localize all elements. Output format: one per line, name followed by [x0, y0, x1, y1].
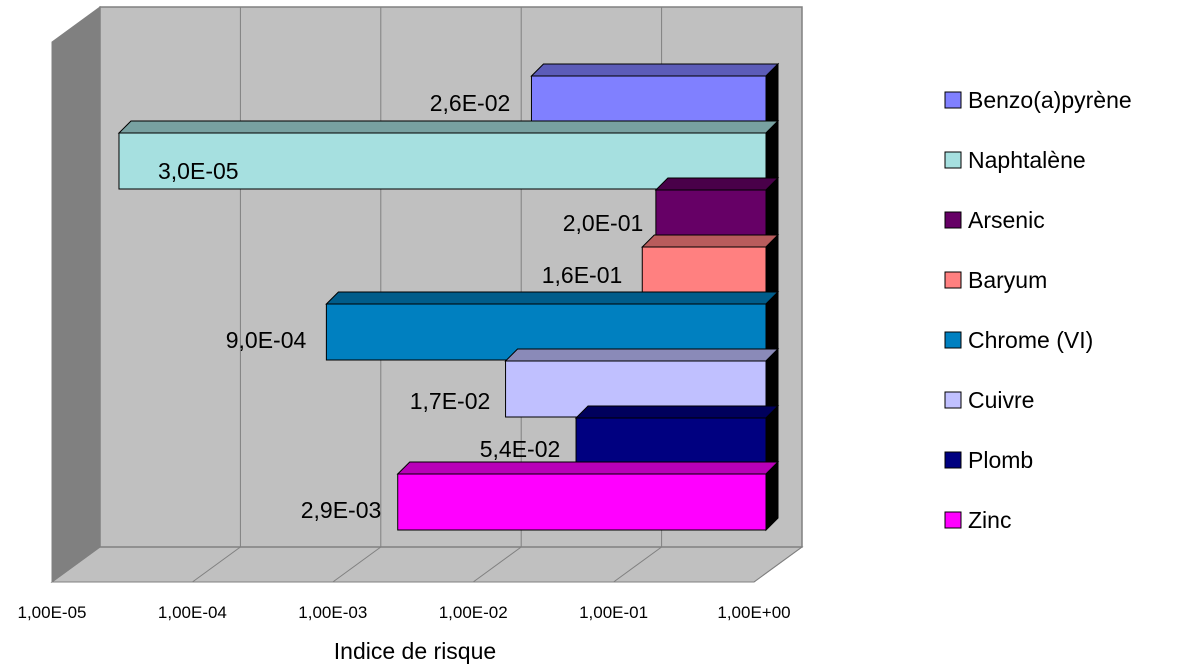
bar-top-face: [396, 461, 780, 475]
bar-7: 2,9E-03: [301, 460, 780, 532]
legend-label: Zinc: [968, 507, 1011, 533]
legend-item: Baryum: [944, 267, 1047, 293]
legend-label: Plomb: [968, 447, 1033, 473]
legend-item: Plomb: [944, 447, 1033, 473]
floor: [50, 546, 804, 583]
gridline-floor: [332, 546, 382, 583]
legend-label: Baryum: [968, 267, 1047, 293]
data-label: 2,0E-01: [563, 210, 644, 236]
x-tick-labels: 1,00E-05 1,00E-04 1,00E-03 1,00E-02 1,00E-01…: [18, 603, 791, 622]
gridline-floor: [192, 546, 241, 583]
legend-swatch: [944, 91, 962, 109]
x-tick-label: 1,00E+00: [717, 603, 790, 622]
legend-swatch: [944, 511, 962, 529]
data-label: 9,0E-04: [226, 327, 307, 353]
bar-top-face: [530, 63, 780, 77]
x-tick-label: 1,00E-02: [439, 603, 508, 622]
legend-label: Arsenic: [968, 207, 1045, 233]
bar-top-face: [574, 405, 780, 419]
bar-top-face: [325, 291, 780, 305]
bar-top-face: [504, 348, 780, 362]
bar-front-face: [118, 132, 767, 190]
legend-swatch: [944, 331, 962, 349]
legend-label: Chrome (VI): [968, 327, 1093, 353]
bar-top-face: [641, 234, 780, 248]
data-label: 5,4E-02: [480, 436, 561, 462]
x-tick-label: 1,00E-01: [579, 603, 648, 622]
data-label: 1,6E-01: [542, 262, 623, 288]
x-tick-label: 1,00E-03: [298, 603, 367, 622]
gridline-floor: [613, 546, 662, 583]
legend-label: Cuivre: [968, 387, 1034, 413]
bars: 2,6E-02 3,0E-05 2,0E-01 1,6E-01 9,0E-04 1,7E-…: [117, 62, 780, 532]
legend-swatch: [944, 391, 962, 409]
x-tick-label: 1,00E-04: [158, 603, 227, 622]
gridline-floor: [472, 546, 522, 583]
x-tick-label: 1,00E-05: [18, 603, 87, 622]
bar-5: 1,7E-02: [410, 347, 780, 419]
data-label: 2,9E-03: [301, 497, 382, 523]
legend-swatch: [944, 271, 962, 289]
legend: Benzo(a)pyrène Naphtalène Arsenic Baryum Chr…: [944, 87, 1132, 533]
bar-top-face: [654, 177, 780, 191]
legend-swatch: [944, 211, 962, 229]
legend-item: Arsenic: [944, 207, 1045, 233]
legend-label: Naphtalène: [968, 147, 1086, 173]
legend-item: Chrome (VI): [944, 327, 1093, 353]
legend-item: Benzo(a)pyrène: [944, 87, 1132, 113]
bar-top-face: [117, 120, 780, 134]
bar-front-face: [397, 473, 767, 531]
gridline-floor: [753, 546, 803, 583]
x-axis-title: Indice de risque: [334, 638, 496, 664]
bar-end-face: [765, 460, 779, 532]
data-label: 1,7E-02: [410, 388, 491, 414]
data-label: 3,0E-05: [158, 158, 239, 184]
legend-item: Cuivre: [944, 387, 1034, 413]
legend-item: Zinc: [944, 507, 1011, 533]
legend-label: Benzo(a)pyrène: [968, 87, 1132, 113]
legend-swatch: [944, 151, 962, 169]
data-label: 2,6E-02: [430, 90, 511, 116]
legend-item: Naphtalène: [944, 147, 1086, 173]
gridline-floor: [51, 546, 101, 583]
side-wall: [51, 6, 101, 583]
legend-swatch: [944, 451, 962, 469]
bar-1: 3,0E-05: [117, 119, 780, 191]
